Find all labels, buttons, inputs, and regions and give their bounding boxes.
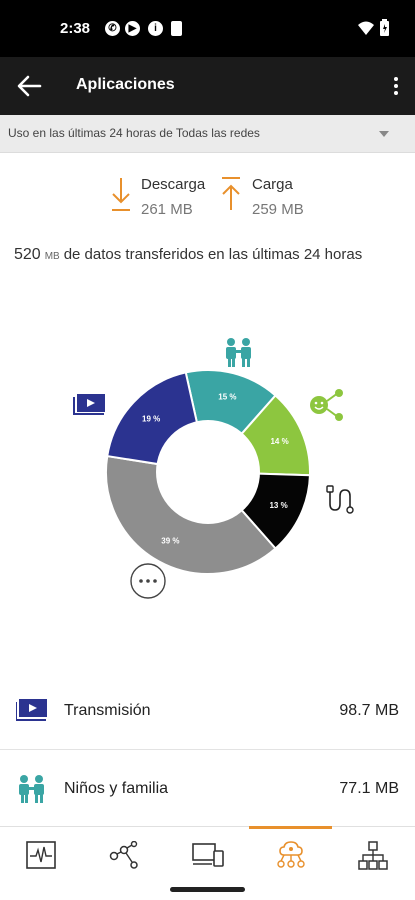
usage-donut-chart: 15 % 14 % 13 % 39 % 19 % <box>73 338 354 599</box>
battery-icon <box>380 19 389 36</box>
page-title: Aplicaciones <box>76 76 175 93</box>
activity-monitor-icon <box>26 841 56 869</box>
list-item-value: 77.1 MB <box>339 780 399 797</box>
back-arrow-icon[interactable] <box>16 74 42 98</box>
total-unit: MB <box>44 251 60 262</box>
upload-value: 259 MB <box>252 201 304 218</box>
donut-slice-label: 15 % <box>218 392 236 401</box>
more-icon[interactable] <box>130 563 166 599</box>
wifi-icon <box>358 21 374 35</box>
gesture-bar <box>0 882 415 900</box>
nav-devices[interactable] <box>166 827 249 883</box>
apps-cloud-icon <box>277 841 305 868</box>
devices-icon <box>192 843 224 867</box>
list-item-kids-family[interactable]: Niños y familia 77.1 MB <box>0 750 415 828</box>
total-amount: 520 <box>14 246 41 263</box>
upload-arrow-icon <box>222 177 240 210</box>
total-text: de datos transferidos en las últimas 24 … <box>63 246 363 263</box>
sim-icon <box>171 21 182 36</box>
donut-slice-label: 19 % <box>142 415 160 424</box>
filter-label: Uso en las últimas 24 horas de Todas las… <box>8 126 260 140</box>
family-icon <box>19 775 44 803</box>
download-arrow-icon <box>112 178 130 211</box>
overflow-menu-icon[interactable] <box>391 75 401 97</box>
list-item-name: Niños y familia <box>64 780 169 797</box>
active-tab-indicator <box>249 826 332 829</box>
download-value: 261 MB <box>141 201 193 218</box>
family-icon[interactable] <box>226 338 251 367</box>
total-transferred: 520 MB de datos transferidos en las última… <box>14 246 414 264</box>
list-item-streaming[interactable]: Transmisión 98.7 MB <box>0 672 415 750</box>
home-gesture-handle[interactable] <box>170 887 245 892</box>
nav-network[interactable] <box>83 827 166 883</box>
nav-activity[interactable] <box>0 827 83 883</box>
donut-slice-label: 39 % <box>161 536 179 545</box>
upload-label: Carga <box>252 176 293 193</box>
status-time: 2:38 <box>60 20 91 37</box>
cable-icon[interactable] <box>326 485 354 514</box>
list-item-name: Transmisión <box>64 702 151 719</box>
donut-slice-label: 13 % <box>269 501 287 510</box>
info-icon: i <box>148 21 163 36</box>
network-nodes-icon <box>109 841 138 869</box>
status-bar: 2:38 ✆ ▶ i <box>0 0 415 57</box>
donut-slice-labels: 15 % 14 % 13 % 39 % 19 % <box>142 392 289 545</box>
topology-icon <box>358 841 388 870</box>
wifi-calling-icon: ✆ <box>105 21 120 36</box>
donut-hole <box>156 420 260 524</box>
app-category-list: Transmisión 98.7 MB Niños y familia 77.1… <box>0 672 415 828</box>
video-icon[interactable] <box>73 394 105 415</box>
play-icon: ▶ <box>125 21 140 36</box>
video-icon <box>16 699 47 721</box>
social-share-icon[interactable] <box>310 389 343 421</box>
donut-slice-label: 14 % <box>270 437 288 446</box>
network-filter-dropdown[interactable]: Uso en las últimas 24 horas de Todas las… <box>0 115 415 153</box>
nav-topology[interactable] <box>332 827 415 883</box>
nav-apps[interactable] <box>249 826 332 883</box>
download-label: Descarga <box>141 176 206 193</box>
list-item-value: 98.7 MB <box>339 702 399 719</box>
bottom-navigation <box>0 826 415 882</box>
traffic-summary: Descarga 261 MB Carga 259 MB <box>0 172 415 222</box>
app-bar: Aplicaciones <box>0 57 415 115</box>
dropdown-arrow-icon <box>379 131 389 137</box>
